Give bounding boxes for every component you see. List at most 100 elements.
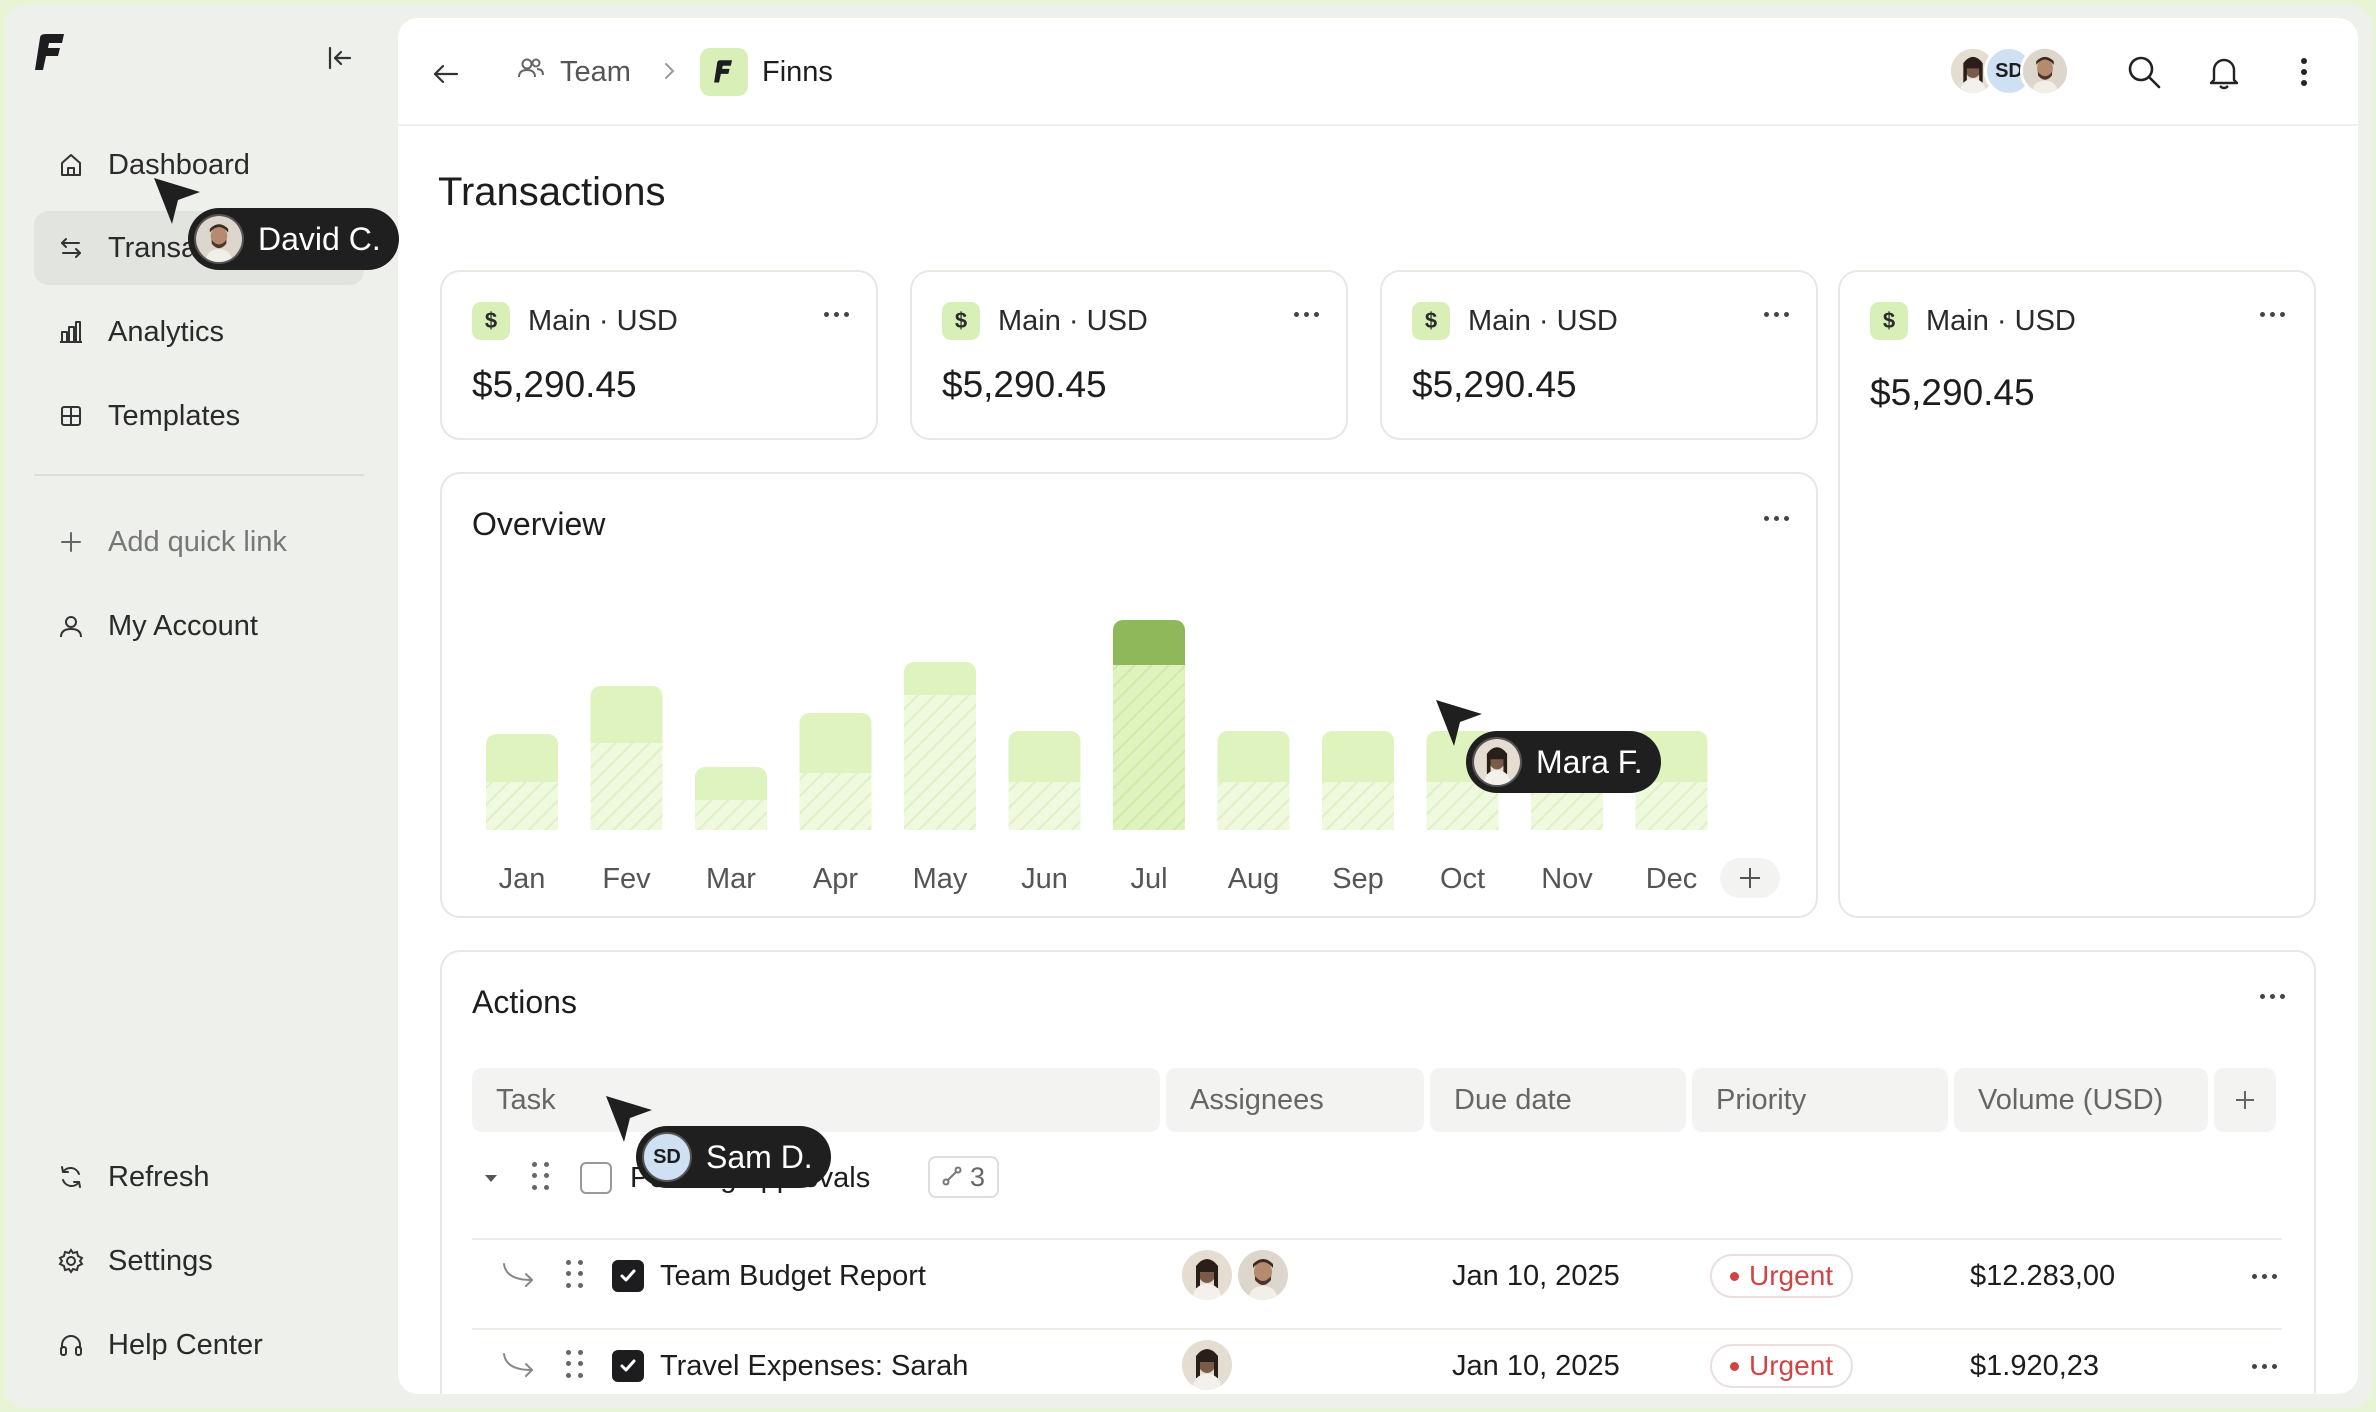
sidebar-item-settings[interactable]: Settings xyxy=(34,1224,364,1298)
bar-chart-icon xyxy=(56,317,86,347)
column-header-due-date[interactable]: Due date xyxy=(1430,1068,1686,1132)
column-header-priority[interactable]: Priority xyxy=(1692,1068,1948,1132)
caret-down-icon[interactable] xyxy=(482,1158,512,1198)
cursor-pointer-icon xyxy=(154,178,200,224)
add-quick-link-button[interactable]: Add quick link xyxy=(34,505,364,579)
drag-handle-icon[interactable] xyxy=(532,1162,552,1192)
assignees[interactable] xyxy=(1182,1250,1288,1300)
more-options-icon[interactable] xyxy=(2254,304,2290,324)
bar-segment-jul xyxy=(1113,665,1185,830)
row-checkbox[interactable] xyxy=(612,1350,644,1382)
cursor-name: David C. xyxy=(258,220,381,257)
cursor-tag-sam: SD Sam D. xyxy=(636,1126,831,1188)
cursor-tag-david: David C. xyxy=(188,208,399,270)
priority-badge[interactable]: Urgent xyxy=(1710,1344,1854,1388)
actions-title: Actions xyxy=(472,984,577,1020)
grid-icon xyxy=(56,401,86,431)
back-arrow-icon[interactable] xyxy=(428,56,464,92)
avatar xyxy=(2020,46,2070,96)
more-options-icon[interactable] xyxy=(818,304,854,324)
dollar-icon: $ xyxy=(472,302,510,340)
row-more-options-icon[interactable] xyxy=(2246,1266,2282,1286)
row-more-options-icon[interactable] xyxy=(2246,1356,2282,1376)
x-tick-label: Apr xyxy=(813,863,858,895)
column-header-volume[interactable]: Volume (USD) xyxy=(1954,1068,2208,1132)
column-header-assignees[interactable]: Assignees xyxy=(1166,1068,1424,1132)
chevron-right-icon xyxy=(654,56,684,86)
sidebar-item-dashboard[interactable]: Dashboard xyxy=(34,128,364,202)
finns-logo[interactable] xyxy=(34,32,74,80)
dollar-icon: $ xyxy=(1870,302,1908,340)
gear-icon xyxy=(56,1246,86,1276)
group-checkbox[interactable] xyxy=(580,1162,612,1194)
avatar xyxy=(194,214,244,264)
assignees[interactable] xyxy=(1182,1340,1232,1390)
bar-segment-sep xyxy=(1322,782,1394,830)
account-card[interactable]: $ Main · USD $5,290.45 xyxy=(1380,270,1818,440)
account-card[interactable]: $ Main · USD $5,290.45 xyxy=(440,270,878,440)
overview-card: Overview Jan Fev Mar Apr May Jun Jul Aug Sep Oct N… xyxy=(440,472,1818,918)
bar-segment-fev xyxy=(590,743,663,830)
priority-badge[interactable]: Urgent xyxy=(1710,1254,1854,1298)
bell-icon[interactable] xyxy=(2204,52,2244,92)
row-checkbox[interactable] xyxy=(612,1260,644,1292)
due-date: Jan 10, 2025 xyxy=(1452,1349,1620,1382)
page-title: Transactions xyxy=(438,170,666,214)
avatar xyxy=(1182,1340,1232,1390)
breadcrumb-team[interactable]: Team xyxy=(516,48,631,96)
collaborator-avatars[interactable]: SD xyxy=(1948,46,2070,98)
x-tick-label: Sep xyxy=(1332,863,1384,895)
task-name[interactable]: Team Budget Report xyxy=(660,1259,926,1292)
x-tick-label: Jan xyxy=(499,863,546,895)
search-icon[interactable] xyxy=(2124,52,2164,92)
task-name[interactable]: Travel Expenses: Sarah xyxy=(660,1349,969,1382)
avatar xyxy=(1182,1250,1232,1300)
finns-logo-icon xyxy=(700,48,748,96)
bar-segment-apr xyxy=(799,773,872,830)
sidebar-item-templates[interactable]: Templates xyxy=(34,379,364,453)
collapse-sidebar-icon[interactable] xyxy=(322,40,358,76)
account-name: Main · USD xyxy=(1468,304,1618,337)
sidebar-item-my-account[interactable]: My Account xyxy=(34,589,364,663)
account-card[interactable]: $ Main · USD $5,290.45 xyxy=(910,270,1348,440)
x-tick-label: Mar xyxy=(706,863,756,895)
sidebar-item-analytics[interactable]: Analytics xyxy=(34,295,364,369)
sidebar-item-label: Refresh xyxy=(108,1160,210,1193)
more-options-icon[interactable] xyxy=(1758,508,1794,528)
sidebar-item-help-center[interactable]: Help Center xyxy=(34,1308,364,1382)
x-tick-label: Jun xyxy=(1021,863,1068,895)
sidebar-item-refresh[interactable]: Refresh xyxy=(34,1140,364,1214)
add-month-button[interactable] xyxy=(1720,858,1780,898)
sidebar-divider xyxy=(34,474,364,476)
sidebar-item-label: Help Center xyxy=(108,1328,263,1361)
more-options-icon[interactable] xyxy=(1288,304,1324,324)
bar-segment-may xyxy=(904,695,976,830)
cursor-pointer-icon xyxy=(606,1096,652,1142)
bar-segment-jan xyxy=(486,782,558,830)
add-column-button[interactable] xyxy=(2214,1068,2276,1132)
dollar-icon: $ xyxy=(942,302,980,340)
cursor-tag-mara: Mara F. xyxy=(1466,731,1661,793)
bar-segment-aug xyxy=(1217,782,1290,830)
breadcrumb-workspace[interactable]: Finns xyxy=(700,48,833,96)
more-options-icon[interactable] xyxy=(1758,304,1794,324)
drag-handle-icon[interactable] xyxy=(566,1260,586,1290)
sidebar-item-label: Settings xyxy=(108,1244,213,1277)
headset-icon xyxy=(56,1330,86,1360)
account-balance: $5,290.45 xyxy=(942,364,1107,405)
app-window: Dashboard Transactions Analytics Templat… xyxy=(4,4,2372,1408)
account-balance: $5,290.45 xyxy=(1870,372,2035,413)
more-vertical-icon[interactable] xyxy=(2284,52,2324,92)
avatar xyxy=(1472,737,1522,787)
volume: $12.283,00 xyxy=(1970,1259,2116,1292)
users-icon xyxy=(516,53,546,91)
subtask-count-badge[interactable]: 3 xyxy=(928,1156,1000,1198)
volume: $1.920,23 xyxy=(1970,1349,2100,1382)
dollar-icon: $ xyxy=(1412,302,1450,340)
add-quick-link-label: Add quick link xyxy=(108,525,287,558)
more-options-icon[interactable] xyxy=(2254,986,2290,1006)
home-icon xyxy=(56,150,86,180)
column-header-task[interactable]: Task xyxy=(472,1068,1160,1132)
drag-handle-icon[interactable] xyxy=(566,1350,586,1380)
account-card-tall[interactable]: $ Main · USD $5,290.45 xyxy=(1838,270,2316,918)
